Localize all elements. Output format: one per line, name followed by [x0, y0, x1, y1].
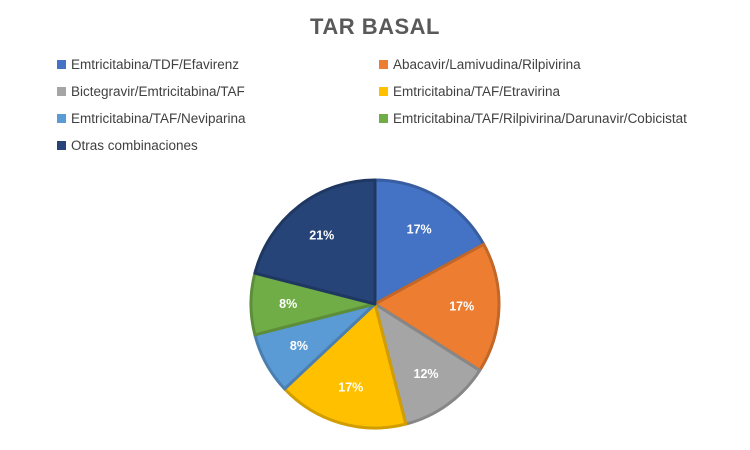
legend-swatch-emtricitabina-taf-etravirina: [379, 87, 388, 96]
legend-label-emtricitabina-taf-etravirina: Emtricitabina/TAF/Etravirina: [393, 84, 561, 99]
data-label-bictegravir-emtricitabina-taf: 12%: [414, 367, 439, 381]
legend-label-emtricitabina-taf-neviparina: Emtricitabina/TAF/Neviparina: [71, 111, 246, 126]
data-label-emtricitabina-taf-etravirina: 17%: [338, 380, 363, 394]
pie-slice-emtricitabina-tdf-efavirenz: [373, 178, 486, 306]
legend-swatch-otras-combinaciones: [57, 141, 66, 150]
data-label-emtricitabina-taf-rilpivirina-darunavir-cobicistat: 8%: [279, 297, 297, 311]
legend-item-emtricitabina-taf-rilpivirina-darunavir-cobicistat: Emtricitabina/TAF/Rilpivirina/Darunavir/…: [379, 111, 687, 126]
legend-label-emtricitabina-tdf-efavirenz: Emtricitabina/TDF/Efavirenz: [71, 57, 240, 72]
legend-item-emtricitabina-taf-etravirina: Emtricitabina/TAF/Etravirina: [379, 84, 560, 99]
pie-slice-emtricitabina-taf-etravirina: [283, 302, 408, 430]
data-label-emtricitabina-taf-neviparina: 8%: [290, 339, 308, 353]
pie-slice-abacavir-lamivudina-rilpivirina: [373, 242, 501, 372]
legend-item-bictegravir-emtricitabina-taf: Bictegravir/Emtricitabina/TAF: [57, 84, 245, 99]
data-label-abacavir-lamivudina-rilpivirina: 17%: [449, 300, 474, 314]
legend-swatch-emtricitabina-taf-rilpivirina-darunavir-cobicistat: [379, 114, 388, 123]
legend-swatch-emtricitabina-tdf-efavirenz: [57, 60, 66, 69]
chart-legend: Emtricitabina/TDF/Efavirenz Abacavir/Lam…: [0, 0, 750, 170]
chart-title: TAR BASAL: [310, 14, 440, 39]
legend-label-otras-combinaciones: Otras combinaciones: [71, 138, 198, 153]
legend-item-abacavir-lamivudina-rilpivirina: Abacavir/Lamivudina/Rilpivirina: [379, 57, 581, 72]
pie-slice-bictegravir-emtricitabina-taf: [373, 302, 482, 426]
legend-label-bictegravir-emtricitabina-taf: Bictegravir/Emtricitabina/TAF: [71, 84, 245, 99]
legend-swatch-emtricitabina-taf-neviparina: [57, 114, 66, 123]
data-label-emtricitabina-tdf-efavirenz: 17%: [407, 222, 432, 236]
legend-label-emtricitabina-taf-rilpivirina-darunavir-cobicistat: Emtricitabina/TAF/Rilpivirina/Darunavir/…: [393, 111, 687, 126]
legend-swatch-abacavir-lamivudina-rilpivirina: [379, 60, 388, 69]
legend-item-otras-combinaciones: Otras combinaciones: [57, 138, 198, 153]
pie-slice-otras-combinaciones: [253, 178, 377, 306]
data-label-otras-combinaciones: 21%: [309, 228, 334, 242]
legend-item-emtricitabina-taf-neviparina: Emtricitabina/TAF/Neviparina: [57, 111, 246, 126]
legend-item-emtricitabina-tdf-efavirenz: Emtricitabina/TDF/Efavirenz: [57, 57, 239, 72]
legend-swatch-bictegravir-emtricitabina-taf: [57, 87, 66, 96]
legend-label-abacavir-lamivudina-rilpivirina: Abacavir/Lamivudina/Rilpivirina: [393, 57, 581, 72]
